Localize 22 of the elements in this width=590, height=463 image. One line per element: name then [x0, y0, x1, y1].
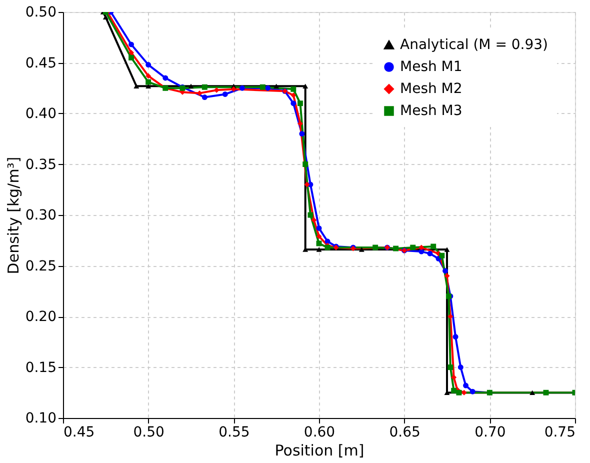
legend-label: Mesh M2 [400, 81, 462, 97]
y-tick-label: 0.30 [25, 208, 56, 224]
x-tick-label: 0.60 [304, 424, 336, 440]
legend-label: Mesh M1 [400, 59, 462, 75]
x-tick-label: 0.50 [133, 424, 164, 440]
x-tick-label: 0.70 [474, 424, 506, 440]
y-tick-label: 0.25 [25, 258, 56, 274]
legend-label: Analytical (M = 0.93) [400, 37, 548, 53]
y-tick-label: 0.10 [25, 410, 56, 426]
x-tick-label: 0.55 [218, 424, 250, 440]
y-tick-label: 0.50 [25, 4, 56, 20]
x-tick-label: 0.75 [544, 424, 576, 440]
legend-label: Mesh M3 [400, 103, 462, 119]
x-axis-title: Position [m] [274, 442, 364, 460]
y-tick-label: 0.35 [25, 156, 56, 173]
x-tick-label: 0.65 [389, 424, 420, 440]
y-tick-label: 0.45 [25, 55, 56, 72]
y-tick-label: 0.40 [25, 106, 56, 122]
y-axis-title: Density [kg/m³] [4, 156, 22, 274]
y-tick-label: 0.15 [25, 360, 56, 376]
y-tick-label: 0.20 [25, 309, 56, 325]
x-tick-label: 0.45 [64, 424, 95, 440]
